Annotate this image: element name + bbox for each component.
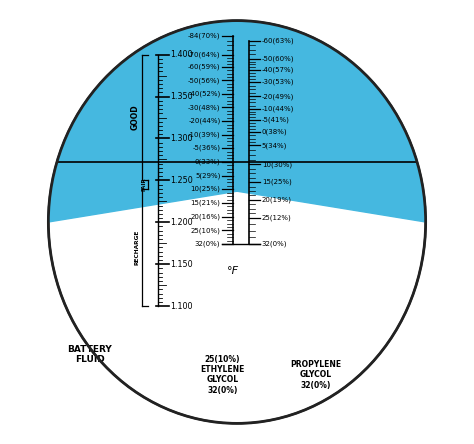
Text: -20(49%): -20(49%) [262, 93, 294, 99]
Text: 1.250: 1.250 [170, 176, 192, 185]
Text: 5(29%): 5(29%) [195, 172, 220, 179]
Polygon shape [48, 20, 426, 222]
Text: RECHARGE: RECHARGE [135, 230, 139, 265]
Text: -40(52%): -40(52%) [188, 91, 220, 97]
Text: -30(53%): -30(53%) [262, 79, 294, 85]
Text: 1.350: 1.350 [170, 92, 192, 101]
Text: 25(10%)
ETHYLENE
GLYCOL
32(0%): 25(10%) ETHYLENE GLYCOL 32(0%) [201, 355, 245, 395]
Text: -40(57%): -40(57%) [262, 67, 294, 73]
Text: -60(59%): -60(59%) [188, 64, 220, 70]
Text: 1.400: 1.400 [170, 50, 192, 59]
Text: 15(21%): 15(21%) [191, 200, 220, 206]
Text: GOOD: GOOD [130, 105, 139, 131]
Text: -50(56%): -50(56%) [188, 77, 220, 83]
Text: -84(70%): -84(70%) [188, 33, 220, 40]
Text: 32(0%): 32(0%) [262, 241, 287, 247]
Text: 32(0%): 32(0%) [195, 241, 220, 247]
Text: 25(10%): 25(10%) [191, 227, 220, 234]
Text: -30(48%): -30(48%) [188, 104, 220, 111]
Text: 5(34%): 5(34%) [262, 142, 287, 149]
Text: BATTERY
FLUID: BATTERY FLUID [67, 345, 112, 365]
Text: 15(25%): 15(25%) [262, 179, 292, 186]
Text: -5(36%): -5(36%) [192, 145, 220, 151]
Text: -20(44%): -20(44%) [188, 118, 220, 124]
Text: FAIR: FAIR [142, 178, 146, 191]
Text: 10(25%): 10(25%) [191, 186, 220, 193]
Text: 10(30%): 10(30%) [262, 161, 292, 168]
Text: -50(60%): -50(60%) [262, 56, 294, 62]
Text: -10(44%): -10(44%) [262, 105, 294, 112]
Text: 1.100: 1.100 [170, 301, 192, 311]
Text: °F: °F [227, 266, 239, 276]
Text: PROPYLENE
GLYCOL
32(0%): PROPYLENE GLYCOL 32(0%) [290, 360, 341, 389]
Text: -70(64%): -70(64%) [188, 52, 220, 58]
Text: -10(39%): -10(39%) [188, 131, 220, 138]
Text: 1.200: 1.200 [170, 218, 192, 227]
Text: -60(63%): -60(63%) [262, 37, 294, 44]
Text: 0(33%): 0(33%) [195, 159, 220, 165]
Text: -5(41%): -5(41%) [262, 117, 290, 123]
Text: 1.150: 1.150 [170, 260, 192, 269]
Text: 20(19%): 20(19%) [262, 197, 292, 203]
Text: 25(12%): 25(12%) [262, 214, 292, 221]
Text: 1.300: 1.300 [170, 134, 192, 143]
Text: 0(38%): 0(38%) [262, 129, 288, 135]
Circle shape [48, 20, 426, 424]
Text: 20(16%): 20(16%) [191, 214, 220, 220]
